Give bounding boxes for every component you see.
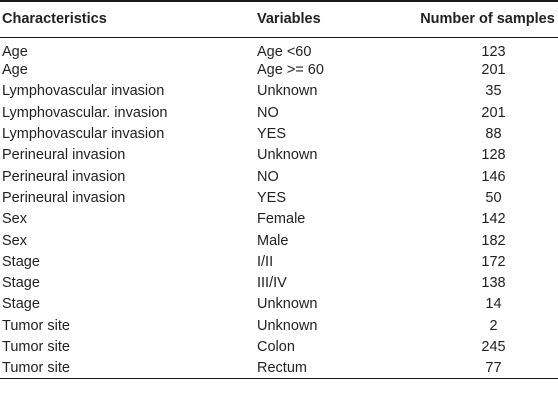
cell-sample-count: 14 xyxy=(485,296,502,313)
header-characteristics: Characteristics xyxy=(2,11,107,28)
cell-characteristic: Age xyxy=(2,62,28,79)
table-row: Tumor site Rectum 77 xyxy=(0,358,558,379)
cell-variable: Age <60 xyxy=(257,43,312,60)
table-header: Characteristics Variables Number of samp… xyxy=(0,1,558,37)
cell-variable: Unknown xyxy=(257,147,318,164)
table-row: Lymphovascular invasion YES 88 xyxy=(0,123,558,144)
cell-variable: Unknown xyxy=(257,296,318,313)
header-variables: Variables xyxy=(257,11,321,28)
table-body: Age Age <60 123 Age Age >= 60 201 Lymphovascul… xyxy=(0,37,558,379)
cell-characteristic: Age xyxy=(2,43,28,60)
cell-variable: YES xyxy=(257,189,287,206)
cell-sample-count: 35 xyxy=(485,83,502,100)
cell-sample-count: 77 xyxy=(485,360,502,377)
cell-characteristic: Stage xyxy=(2,296,40,313)
cell-variable: Unknown xyxy=(257,83,318,100)
cell-sample-count: 146 xyxy=(481,168,506,185)
cell-variable: YES xyxy=(257,126,287,143)
clinical-characteristics-table: Characteristics Variables Number of samp… xyxy=(0,1,558,379)
table-row: Age Age >= 60 201 xyxy=(0,60,558,81)
cell-sample-count: 142 xyxy=(481,211,506,228)
cell-variable: Unknown xyxy=(257,317,318,334)
cell-characteristic: Lymphovascular. invasion xyxy=(2,104,168,121)
cell-sample-count: 123 xyxy=(481,43,506,60)
header-number-of-samples: Number of samples xyxy=(420,11,555,28)
cell-variable: NO xyxy=(257,168,279,185)
cell-characteristic: Perineural invasion xyxy=(2,168,126,185)
cell-sample-count: 88 xyxy=(485,126,502,143)
cell-characteristic: Lymphovascular invasion xyxy=(2,83,165,100)
cell-characteristic: Stage xyxy=(2,253,40,270)
cell-characteristic: Sex xyxy=(2,211,27,228)
cell-characteristic: Tumor site xyxy=(2,360,70,377)
cell-sample-count: 201 xyxy=(481,62,506,79)
cell-characteristic: Perineural invasion xyxy=(2,147,126,164)
cell-sample-count: 128 xyxy=(481,147,506,164)
table-row: Age Age <60 123 xyxy=(0,37,558,60)
table-row: Tumor site Colon 245 xyxy=(0,336,558,357)
table-row: Tumor site Unknown 2 xyxy=(0,315,558,336)
cell-characteristic: Perineural invasion xyxy=(2,189,126,206)
cell-variable: NO xyxy=(257,104,279,121)
cell-sample-count: 138 xyxy=(481,275,506,292)
table-row: Lymphovascular. invasion NO 201 xyxy=(0,102,558,123)
table-row: Stage Unknown 14 xyxy=(0,294,558,315)
table-row: Perineural invasion NO 146 xyxy=(0,166,558,187)
table-row: Stage III/IV 138 xyxy=(0,272,558,293)
cell-characteristic: Tumor site xyxy=(2,339,70,355)
table-row: Stage I/II 172 xyxy=(0,251,558,272)
cell-sample-count: 2 xyxy=(489,317,498,334)
cell-sample-count: 172 xyxy=(481,253,506,270)
header-row: Characteristics Variables Number of samp… xyxy=(0,1,558,37)
cell-characteristic: Lymphovascular invasion xyxy=(2,126,165,143)
cell-variable: III/IV xyxy=(257,275,287,292)
cell-sample-count: 201 xyxy=(481,104,506,121)
table-row: Sex Female 142 xyxy=(0,209,558,230)
cell-variable: Colon xyxy=(257,339,295,355)
table-row: Perineural invasion Unknown 128 xyxy=(0,145,558,166)
cell-sample-count: 50 xyxy=(485,189,502,206)
cell-characteristic: Sex xyxy=(2,232,27,249)
table-row: Lymphovascular invasion Unknown 35 xyxy=(0,81,558,102)
cell-sample-count: 245 xyxy=(481,339,506,355)
cell-variable: Age >= 60 xyxy=(257,62,324,79)
table-row: Perineural invasion YES 50 xyxy=(0,187,558,208)
cell-variable: I/II xyxy=(257,253,274,270)
cell-variable: Male xyxy=(257,232,289,249)
cell-characteristic: Tumor site xyxy=(2,317,70,334)
cell-variable: Female xyxy=(257,211,306,228)
cell-variable: Rectum xyxy=(257,360,307,377)
cell-characteristic: Stage xyxy=(2,275,40,292)
cell-sample-count: 182 xyxy=(481,232,506,249)
table-row: Sex Male 182 xyxy=(0,230,558,251)
